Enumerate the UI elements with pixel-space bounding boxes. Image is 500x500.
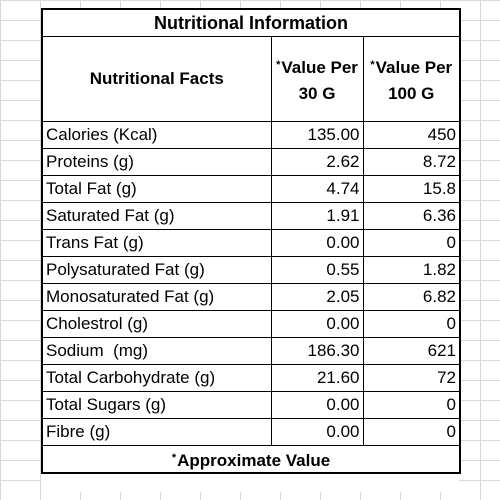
footer-row: *Approximate Value xyxy=(41,445,461,474)
header-value-per-100g-label: Value Per 100 G xyxy=(375,57,453,103)
value-per-30g: 2.05 xyxy=(270,283,364,311)
footnote: *Approximate Value xyxy=(41,445,461,474)
value-per-100g: 6.36 xyxy=(362,202,461,230)
table-row: Proteins (g) 2.62 8.72 xyxy=(41,148,461,176)
nutrient-name: Polysaturated Fat (g) xyxy=(41,256,272,284)
asterisk-marker: * xyxy=(171,451,177,464)
value-per-30g: 0.55 xyxy=(270,256,364,284)
nutrient-name: Total Fat (g) xyxy=(41,175,272,203)
title-row: Nutritional Information xyxy=(41,8,461,37)
table-title: Nutritional Information xyxy=(41,8,461,37)
table-row: Trans Fat (g) 0.00 0 xyxy=(41,229,461,257)
nutrient-name: Saturated Fat (g) xyxy=(41,202,272,230)
value-per-30g: 135.00 xyxy=(270,121,364,149)
table-row: Polysaturated Fat (g) 0.55 1.82 xyxy=(41,256,461,284)
table-row: Total Fat (g) 4.74 15.8 xyxy=(41,175,461,203)
header-nutritional-facts: Nutritional Facts xyxy=(41,36,272,122)
table-row: Cholestrol (g) 0.00 0 xyxy=(41,310,461,338)
nutrient-name: Calories (Kcal) xyxy=(41,121,272,149)
table-row: Saturated Fat (g) 1.91 6.36 xyxy=(41,202,461,230)
value-per-100g: 0 xyxy=(362,418,461,446)
value-per-30g: 0.00 xyxy=(270,229,364,257)
table-row: Fibre (g) 0.00 0 xyxy=(41,418,461,446)
value-per-30g: 186.30 xyxy=(270,337,364,365)
table-row: Total Carbohydrate (g) 21.60 72 xyxy=(41,364,461,392)
nutrient-name: Proteins (g) xyxy=(41,148,272,176)
value-per-30g: 4.74 xyxy=(270,175,364,203)
asterisk-marker: * xyxy=(276,58,281,71)
value-per-100g: 8.72 xyxy=(362,148,461,176)
value-per-100g: 0 xyxy=(362,391,461,419)
footnote-text: Approximate Value xyxy=(177,450,331,470)
value-per-100g: 72 xyxy=(362,364,461,392)
value-per-30g: 2.62 xyxy=(270,148,364,176)
nutrient-name: Sodium (mg) xyxy=(41,337,272,365)
nutrient-name: Total Sugars (g) xyxy=(41,391,272,419)
header-value-per-30g-label: Value Per 30 G xyxy=(281,57,358,103)
table-row: Calories (Kcal) 135.00 450 xyxy=(41,121,461,149)
header-value-per-30g: *Value Per 30 G xyxy=(270,36,364,122)
header-row: Nutritional Facts *Value Per 30 G *Value… xyxy=(41,36,461,122)
header-value-per-100g: *Value Per 100 G xyxy=(362,36,461,122)
value-per-100g: 450 xyxy=(362,121,461,149)
nutrient-name: Fibre (g) xyxy=(41,418,272,446)
asterisk-marker: * xyxy=(370,58,375,71)
value-per-30g: 0.00 xyxy=(270,391,364,419)
value-per-100g: 1.82 xyxy=(362,256,461,284)
nutrient-name: Cholestrol (g) xyxy=(41,310,272,338)
nutrient-name: Trans Fat (g) xyxy=(41,229,272,257)
value-per-30g: 0.00 xyxy=(270,418,364,446)
value-per-100g: 621 xyxy=(362,337,461,365)
nutrition-table: Nutritional Information Nutritional Fact… xyxy=(41,8,461,474)
value-per-30g: 21.60 xyxy=(270,364,364,392)
value-per-100g: 0 xyxy=(362,229,461,257)
value-per-100g: 6.82 xyxy=(362,283,461,311)
value-per-30g: 1.91 xyxy=(270,202,364,230)
nutrient-name: Total Carbohydrate (g) xyxy=(41,364,272,392)
nutrient-name: Monosaturated Fat (g) xyxy=(41,283,272,311)
value-per-100g: 15.8 xyxy=(362,175,461,203)
value-per-30g: 0.00 xyxy=(270,310,364,338)
table-row: Sodium (mg) 186.30 621 xyxy=(41,337,461,365)
nutrition-panel: Nutritional Information Nutritional Fact… xyxy=(41,8,461,492)
value-per-100g: 0 xyxy=(362,310,461,338)
table-row: Total Sugars (g) 0.00 0 xyxy=(41,391,461,419)
table-row: Monosaturated Fat (g) 2.05 6.82 xyxy=(41,283,461,311)
